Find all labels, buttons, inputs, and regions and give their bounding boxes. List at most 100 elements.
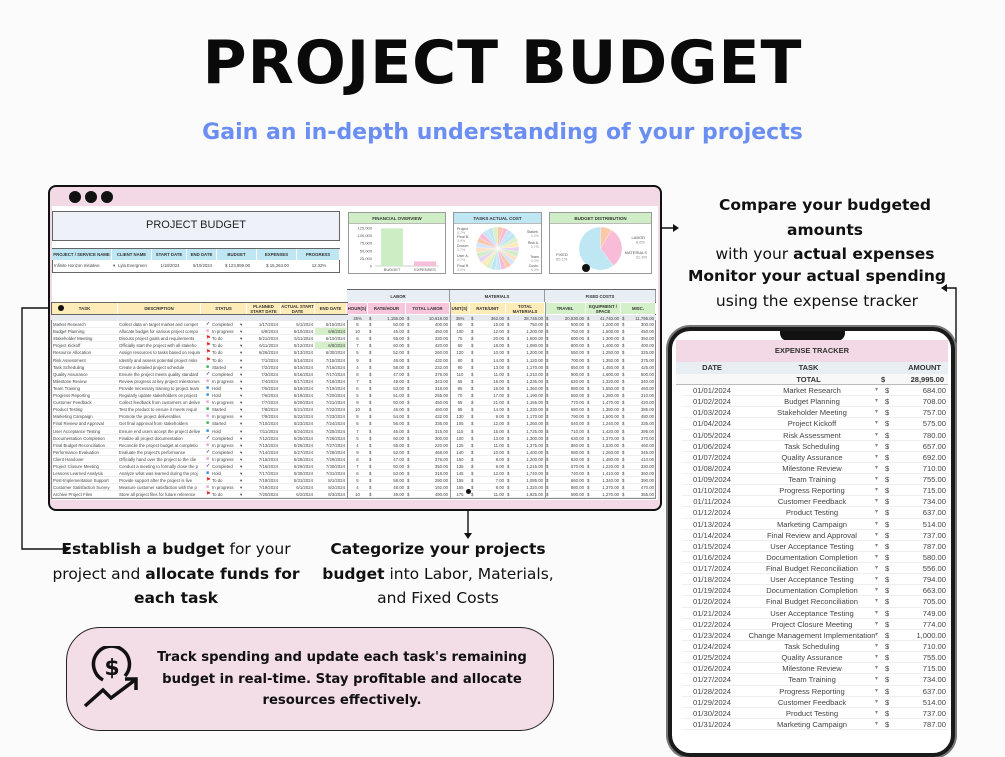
dropdown-icon[interactable]: ▾ [875,642,879,649]
dropdown-icon[interactable]: ▾ [240,435,243,441]
expense-task[interactable]: Final Review and Approval [767,530,857,540]
expense-task[interactable]: User Acceptance Testing [770,541,854,551]
task-status[interactable]: Completed [212,435,233,441]
dropdown-icon[interactable]: ▾ [875,598,879,605]
dropdown-icon[interactable]: ▾ [875,476,879,483]
task-status[interactable]: Completed [212,464,233,469]
expense-task[interactable]: Market Research [783,386,841,395]
dropdown-icon[interactable]: ▾ [875,520,879,527]
expense-task[interactable]: User Acceptance Testing [770,608,854,618]
task-status[interactable]: In progress [212,400,234,406]
dropdown-icon[interactable]: ▾ [875,698,879,705]
dropdown-icon[interactable]: ▾ [240,492,243,498]
expense-task[interactable]: Product Testing [785,708,839,718]
task-status[interactable]: Started [212,364,226,370]
task-status[interactable]: Completed [212,449,233,455]
dropdown-icon[interactable]: ▾ [240,442,243,448]
dropdown-icon[interactable]: ▾ [240,350,243,356]
dropdown-icon[interactable]: ▾ [240,329,243,335]
dropdown-icon[interactable]: ▾ [875,420,879,427]
task-status[interactable]: In progress [212,456,234,462]
task-status[interactable]: Hold [212,385,221,391]
dropdown-icon[interactable]: ▾ [875,576,879,583]
dropdown-icon[interactable]: ▾ [240,364,243,370]
dropdown-icon[interactable]: ▾ [875,498,879,505]
task-status[interactable]: Hold [212,471,221,477]
task-status[interactable]: To do [212,478,223,484]
expense-task[interactable]: Progress Reporting [779,486,845,496]
task-status[interactable]: Started [212,421,226,427]
dropdown-icon[interactable]: ▾ [875,398,879,405]
task-status[interactable]: Started [212,407,226,413]
expense-task[interactable]: Progress Reporting [779,686,845,696]
expense-task[interactable]: Marketing Campaign [776,719,848,729]
dropdown-icon[interactable]: ▾ [875,509,879,516]
expense-task[interactable]: Documentation Completion [766,552,858,562]
expense-task[interactable]: Documentation Completion [766,586,858,596]
dropdown-icon[interactable]: ▾ [875,453,879,460]
dropdown-icon[interactable]: ▾ [240,456,243,462]
expense-task[interactable]: Customer Feedback [777,697,847,707]
dropdown-icon[interactable]: ▾ [240,400,243,406]
dropdown-icon[interactable]: ▾ [113,263,116,268]
expense-task[interactable]: Quality Assurance [781,653,843,663]
task-status[interactable]: To do [212,336,223,342]
expense-task[interactable]: Stakeholder Meeting [777,408,847,418]
task-status[interactable]: In progress [212,378,234,384]
dropdown-icon[interactable]: ▾ [875,487,879,494]
dropdown-icon[interactable]: ▾ [240,343,243,349]
dropdown-icon[interactable]: ▾ [875,654,879,661]
expense-task[interactable]: Milestone Review [782,664,842,674]
dropdown-icon[interactable]: ▾ [240,407,243,413]
expense-task[interactable]: Final Budget Reconciliation [765,597,859,607]
dropdown-icon[interactable]: ▾ [875,553,879,560]
expense-task[interactable]: Team Training [788,675,836,685]
expense-task[interactable]: Project Kickoff [787,419,837,429]
dropdown-icon[interactable]: ▾ [240,357,243,363]
expense-task[interactable]: Risk Assessment [783,430,841,440]
task-status[interactable]: In progress [212,414,234,420]
dropdown-icon[interactable]: ▾ [240,471,243,477]
dropdown-icon[interactable]: ▾ [240,385,243,391]
expense-task[interactable]: Task Scheduling [784,641,840,651]
dropdown-icon[interactable]: ▾ [240,449,243,455]
dropdown-icon[interactable]: ▾ [875,620,879,627]
task-status[interactable]: To do [212,357,223,363]
expense-task[interactable]: Final Budget Reconciliation [765,564,859,574]
task-status[interactable]: In progress [212,329,234,335]
dropdown-icon[interactable]: ▾ [240,414,243,420]
dropdown-icon[interactable]: ▾ [875,687,879,694]
expense-task[interactable]: Quality Assurance [781,452,843,462]
info-value[interactable]: Infinite Horizon Initiative [54,263,100,268]
expense-task[interactable]: Customer Feedback [777,497,847,507]
expense-task[interactable]: Project Closure Meeting [771,619,853,629]
expense-task[interactable]: Product Testing [785,508,839,518]
expense-task[interactable]: Budget Planning [784,397,840,407]
dropdown-icon[interactable]: ▾ [875,565,879,572]
dropdown-icon[interactable]: ▾ [875,387,879,393]
dropdown-icon[interactable]: ▾ [875,631,879,638]
dropdown-icon[interactable]: ▾ [875,531,879,538]
task-status[interactable]: Completed [212,371,233,377]
dropdown-icon[interactable]: ▾ [240,464,243,469]
dropdown-icon[interactable]: ▾ [240,428,243,434]
task-status[interactable]: To do [212,492,223,498]
expense-task[interactable]: User Acceptance Testing [770,575,854,585]
dropdown-icon[interactable]: ▾ [240,336,243,342]
task-status[interactable]: To do [212,350,223,356]
expense-task[interactable]: Change Management Implementation [748,630,876,640]
dropdown-icon[interactable]: ▾ [875,542,879,549]
dropdown-icon[interactable]: ▾ [875,442,879,449]
dropdown-icon[interactable]: ▾ [875,720,879,727]
task-status[interactable]: Hold [212,393,221,398]
expense-task[interactable]: Milestone Review [782,463,842,473]
dropdown-icon[interactable]: ▾ [240,485,243,491]
task-status[interactable]: Completed [212,322,233,327]
dropdown-icon[interactable]: ▾ [240,393,243,398]
dropdown-icon[interactable]: ▾ [240,322,243,327]
dropdown-icon[interactable]: ▾ [875,676,879,683]
dropdown-icon[interactable]: ▾ [875,709,879,716]
expense-task[interactable]: Task Scheduling [784,441,840,451]
dropdown-icon[interactable]: ▾ [240,378,243,384]
dropdown-icon[interactable]: ▾ [875,609,879,616]
